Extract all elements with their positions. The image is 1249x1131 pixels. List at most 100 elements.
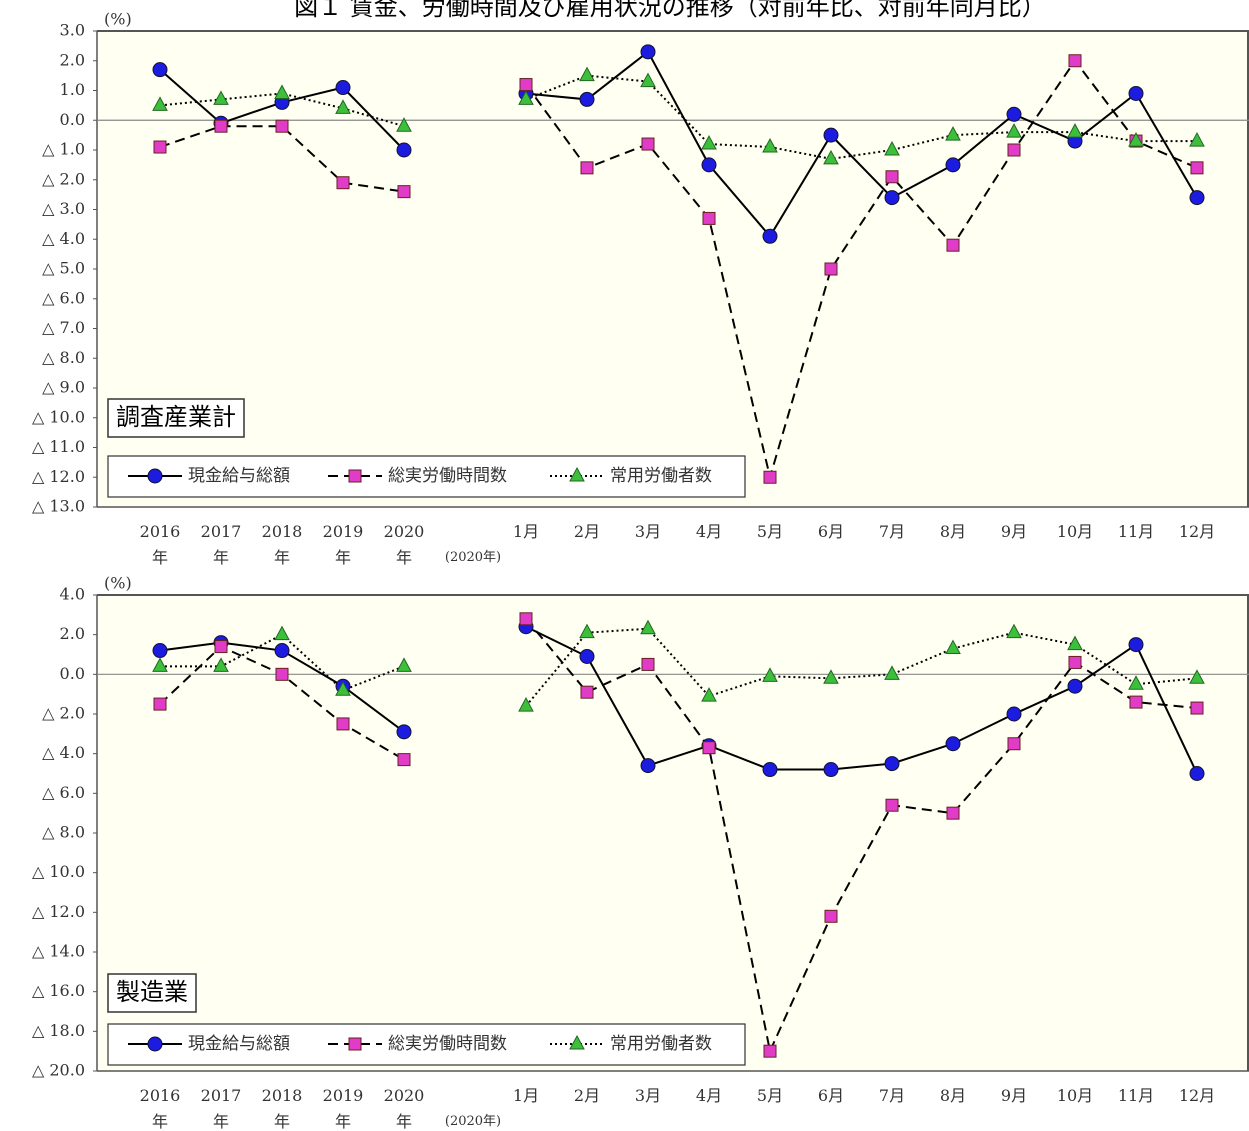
marker <box>823 669 839 684</box>
legend-box <box>107 455 746 498</box>
marker <box>824 262 838 276</box>
marker <box>823 127 839 143</box>
x-tick-label: 1月 <box>512 1086 540 1105</box>
marker <box>1067 678 1083 694</box>
marker <box>763 470 777 484</box>
y-tick-label: △ 8.0 <box>42 348 85 367</box>
x-tick-label: 3月 <box>634 1086 662 1105</box>
marker <box>335 681 351 696</box>
marker <box>213 90 229 105</box>
y-tick-label: △ 13.0 <box>32 497 85 516</box>
marker <box>1006 123 1022 138</box>
y-tick-label: △ 12.0 <box>32 467 85 486</box>
marker <box>1189 132 1205 147</box>
y-tick-label: △ 5.0 <box>42 259 85 278</box>
marker <box>762 762 778 778</box>
marker <box>640 758 656 774</box>
y-tick-label: 0.0 <box>60 664 85 683</box>
y-tick-label: 4.0 <box>60 585 85 604</box>
marker <box>1129 695 1143 709</box>
marker <box>1007 143 1021 157</box>
y-tick-label: △ 4.0 <box>42 743 85 762</box>
y-tick-label: △ 6.0 <box>42 288 85 307</box>
x-tick-label: 4月 <box>695 1086 723 1105</box>
y-tick-label: 0.0 <box>60 110 85 129</box>
marker <box>519 612 533 626</box>
y-unit: (%) <box>104 574 132 593</box>
legend-label: 総実労働時間数 <box>388 1034 507 1054</box>
marker <box>1068 655 1082 669</box>
x-tick-label: 2016年 <box>139 1086 181 1131</box>
y-tick-label: △ 3.0 <box>42 199 85 218</box>
marker <box>1006 706 1022 722</box>
y-tick-label: △ 11.0 <box>32 437 85 456</box>
marker <box>640 44 656 60</box>
marker <box>884 665 900 680</box>
marker <box>640 619 656 635</box>
legend-label: 総実労働時間数 <box>388 466 507 486</box>
x-tick-label: 8月 <box>939 1086 967 1105</box>
x-tick-label: 11月 <box>1117 1086 1155 1105</box>
x-tick-label: 10月 <box>1056 522 1094 541</box>
y-tick-label: △ 10.0 <box>32 407 85 426</box>
marker <box>152 62 168 78</box>
x-tick-label: 2018年 <box>261 1086 303 1131</box>
marker <box>274 643 290 659</box>
marker <box>518 697 534 712</box>
marker <box>275 667 289 681</box>
y-tick-label: 1.0 <box>60 80 85 99</box>
marker <box>823 149 839 165</box>
x-note: (2020年) <box>444 550 502 565</box>
x-tick-label: 5月 <box>756 1086 784 1105</box>
x-tick-label: 7月 <box>878 1086 906 1105</box>
marker <box>580 685 594 699</box>
marker <box>1006 623 1022 639</box>
marker <box>213 657 229 672</box>
marker <box>884 140 900 156</box>
marker <box>945 157 961 173</box>
marker <box>396 724 412 740</box>
series-line <box>159 59 1198 482</box>
marker <box>1128 675 1144 690</box>
marker <box>1128 637 1144 653</box>
legend-marker <box>348 1037 362 1051</box>
marker <box>1189 669 1205 684</box>
marker <box>275 119 289 133</box>
y-tick-label: △ 9.0 <box>42 378 85 397</box>
y-tick-label: △ 7.0 <box>42 318 85 337</box>
y-tick-label: 2.0 <box>60 50 85 69</box>
y-tick-label: △ 2.0 <box>42 704 85 723</box>
marker <box>580 161 594 175</box>
y-tick-label: △ 2.0 <box>42 169 85 188</box>
marker <box>640 72 656 88</box>
legend-label: 現金給与総額 <box>188 466 290 486</box>
marker <box>885 170 899 184</box>
y-tick-label: 2.0 <box>60 624 85 643</box>
marker <box>153 697 167 711</box>
legend-label: 常用労働者数 <box>610 1034 712 1054</box>
x-tick-label: 2020年 <box>383 1086 425 1131</box>
marker <box>336 176 350 190</box>
marker <box>884 756 900 772</box>
marker <box>702 211 716 225</box>
x-tick-label: 2020年 <box>383 522 425 567</box>
plot-area <box>97 31 1249 507</box>
marker <box>946 806 960 820</box>
marker <box>945 126 961 141</box>
x-tick-label: 11月 <box>1117 522 1155 541</box>
legend-marker <box>147 468 163 484</box>
marker <box>396 117 412 132</box>
marker <box>214 119 228 133</box>
marker <box>397 185 411 199</box>
marker <box>518 90 534 105</box>
y-tick-label: △ 4.0 <box>42 229 85 248</box>
x-note: (2020年) <box>444 1114 502 1129</box>
marker <box>763 1044 777 1058</box>
x-tick-label: 5月 <box>756 522 784 541</box>
series-line <box>159 74 1197 160</box>
marker <box>946 238 960 252</box>
marker <box>1190 701 1204 715</box>
marker <box>762 137 778 153</box>
